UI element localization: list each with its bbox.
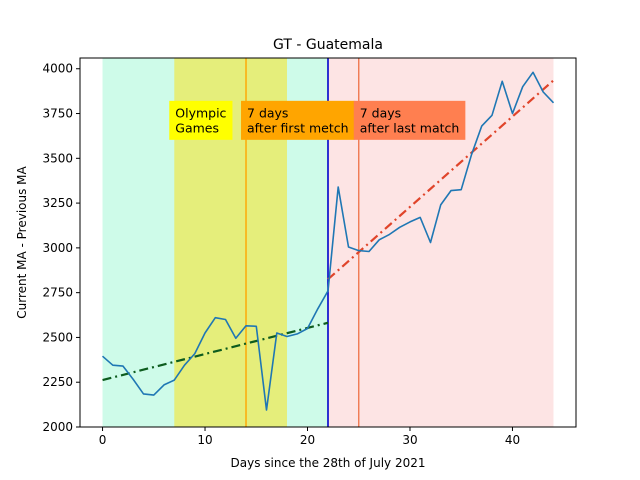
- y-tick-label: 3000: [42, 241, 73, 255]
- y-tick-label: 3750: [42, 107, 73, 121]
- annotation-text: after first metch: [247, 120, 349, 135]
- y-tick-label: 2750: [42, 286, 73, 300]
- plot-frame: [79, 57, 577, 428]
- y-tick-label: 2000: [42, 420, 73, 434]
- y-tick-label: 4000: [42, 62, 73, 76]
- y-tick-label: 2500: [42, 330, 73, 344]
- y-axis-label: Current MA - Previous MA: [15, 165, 29, 318]
- y-tick-label: 3250: [42, 196, 73, 210]
- series-line: [101, 71, 555, 411]
- trend-line-trend-after: [327, 79, 555, 281]
- annotation-box: [169, 100, 233, 140]
- annotation-box: [241, 100, 355, 140]
- y-tick-label: 2250: [42, 375, 73, 389]
- x-tick-label: 20: [300, 433, 315, 447]
- annotation-text: Olympic: [175, 105, 226, 120]
- x-tick-label: 0: [99, 433, 107, 447]
- x-tick-label: 40: [505, 433, 520, 447]
- x-tick-label: 30: [402, 433, 417, 447]
- y-tick-label: 3500: [42, 151, 73, 165]
- annotation-text: after last match: [360, 120, 460, 135]
- x-axis-label: Days since the 28th of July 2021: [231, 456, 426, 470]
- annotation-text: 7 days: [360, 105, 401, 120]
- annotation-box: [353, 100, 466, 140]
- x-tick-label: 10: [197, 433, 212, 447]
- annotation-text: Games: [175, 120, 219, 135]
- chart-title: GT - Guatemala: [273, 37, 383, 53]
- annotation-text: 7 days: [247, 105, 288, 120]
- trend-line-trend-before: [102, 321, 329, 382]
